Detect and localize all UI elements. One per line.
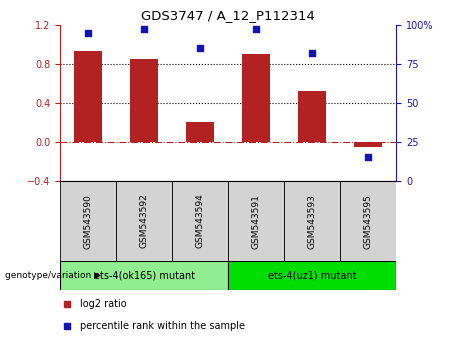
Text: GSM543590: GSM543590 (83, 194, 93, 249)
Bar (355, 142, 383, 147)
Point (309, 50, 316, 56)
Text: ets-4(uz1) mutant: ets-4(uz1) mutant (268, 270, 356, 280)
Bar (228, 181, 284, 261)
Bar (298, 91, 326, 142)
Bar (130, 59, 158, 142)
Text: GSM543593: GSM543593 (308, 194, 317, 249)
Point (84, 30, 92, 35)
Bar (74, 51, 102, 142)
Text: genotype/variation ▶: genotype/variation ▶ (5, 271, 100, 280)
Bar (242, 54, 270, 142)
Text: GSM543594: GSM543594 (195, 194, 205, 249)
Point (63, 323, 71, 329)
Bar (116, 181, 172, 261)
Point (196, 45, 204, 51)
Bar (340, 181, 396, 261)
Bar (172, 181, 228, 261)
Text: GSM543592: GSM543592 (140, 194, 148, 249)
Bar (186, 122, 214, 142)
Bar (284, 181, 340, 261)
Text: log2 ratio: log2 ratio (80, 299, 127, 309)
Text: ets-4(ok165) mutant: ets-4(ok165) mutant (94, 270, 195, 280)
Point (365, 155, 372, 160)
Text: GSM543595: GSM543595 (364, 194, 373, 249)
Text: percentile rank within the sample: percentile rank within the sample (80, 321, 245, 331)
Point (63, 301, 71, 307)
Bar (60, 181, 116, 261)
Bar (228, 261, 396, 290)
Point (253, 27, 260, 32)
Text: GSM543591: GSM543591 (252, 194, 261, 249)
Point (140, 27, 148, 32)
Title: GDS3747 / A_12_P112314: GDS3747 / A_12_P112314 (141, 9, 315, 22)
Bar (60, 261, 228, 290)
